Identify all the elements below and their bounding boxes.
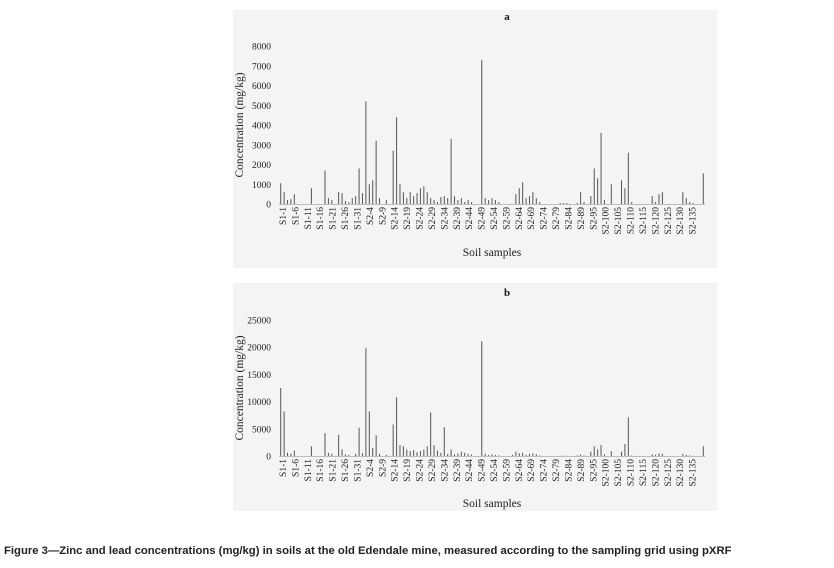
x-tick-label: S2-100	[602, 207, 612, 235]
x-tick-label: S2-9	[378, 207, 388, 225]
zinc-chart: a 0 1000 2000 3000 4000 5000 6000 7000 8000 Concen…	[234, 11, 705, 259]
x-tick-label: S2-105	[614, 459, 624, 487]
y-tick-label: 5000	[252, 425, 271, 435]
y-axis-title: Concentration (mg/kg)	[234, 72, 246, 177]
x-tick-label: S2-100	[602, 459, 612, 487]
x-tick-label: S1-16	[316, 459, 326, 482]
x-tick-label: S2-130	[676, 207, 686, 235]
x-tick-label: S2-115	[639, 207, 649, 234]
panel-label: a	[504, 11, 510, 23]
x-tick-label: S2-105	[614, 207, 624, 235]
y-tick-label: 2000	[252, 161, 271, 171]
x-tick-label: S2-59	[502, 459, 512, 482]
x-tick-label: S2-110	[627, 207, 637, 234]
y-tick-label: 0	[266, 201, 271, 211]
x-tick-label: S2-34	[440, 459, 450, 482]
x-tick-label: S2-74	[540, 207, 550, 230]
x-tick-label: S2-29	[428, 207, 438, 230]
x-tick-label: S2-64	[515, 207, 525, 230]
y-axis-title: Concentration (mg/kg)	[234, 335, 246, 440]
y-tick-label: 0	[266, 453, 271, 463]
x-tick-label: S1-16	[316, 207, 326, 230]
x-tick-label: S2-54	[490, 207, 500, 230]
x-tick-label: S2-29	[428, 459, 438, 482]
x-tick-label: S1-21	[329, 207, 339, 230]
x-tick-label: S2-24	[416, 207, 426, 230]
x-tick-label: S2-14	[391, 459, 401, 482]
x-tick-label: S1-6	[291, 207, 301, 225]
x-tick-label: S2-34	[440, 207, 450, 230]
x-tick-label: S2-89	[577, 459, 587, 482]
y-tick-label: 1000	[252, 181, 271, 191]
y-tick-label: 25000	[247, 317, 271, 327]
x-tick-label: S1-21	[329, 459, 339, 482]
x-tick-label: S2-69	[527, 207, 537, 230]
x-tick-label: S1-1	[279, 207, 289, 225]
x-tick-label: S2-49	[478, 207, 488, 230]
x-tick-label: S2-64	[515, 459, 525, 482]
x-tick-label: S2-84	[564, 459, 574, 482]
x-tick-label: S2-74	[540, 459, 550, 482]
y-tick-label: 10000	[247, 398, 271, 408]
x-tick-label: S2-135	[689, 207, 699, 235]
figure-caption: Figure 3—Zinc and lead concentrations (m…	[4, 545, 732, 557]
x-tick-label: S2-4	[366, 459, 376, 477]
y-tick-label: 3000	[252, 141, 271, 151]
lead-chart-panel: b 0 5000 10000 15000 20000 25000 Concentration …	[233, 283, 717, 511]
x-tick-label: S1-6	[291, 459, 301, 477]
zinc-chart-panel: a 0 1000 2000 3000 4000 5000 6000 7000 8000 Concen…	[233, 10, 717, 268]
x-tick-label: S2-14	[391, 207, 401, 230]
x-tick-label: S2-39	[453, 459, 463, 482]
x-tick-label: S2-89	[577, 207, 587, 230]
y-tick-label: 7000	[252, 62, 271, 72]
x-tick-label: S1-31	[353, 459, 363, 482]
panel-label: b	[504, 287, 510, 299]
x-tick-label: S1-31	[353, 207, 363, 230]
x-tick-label: S2-130	[676, 459, 686, 487]
y-tick-label: 6000	[252, 82, 271, 92]
x-tick-label: S2-19	[403, 207, 413, 230]
x-tick-label: S2-79	[552, 459, 562, 482]
x-axis-title: Soil samples	[463, 498, 522, 510]
x-tick-label: S2-95	[589, 207, 599, 230]
x-tick-label: S2-4	[366, 207, 376, 225]
x-tick-label: S2-69	[527, 459, 537, 482]
x-tick-label: S2-79	[552, 207, 562, 230]
x-tick-label: S1-11	[304, 459, 314, 482]
lead-chart: b 0 5000 10000 15000 20000 25000Concentration …	[234, 287, 705, 510]
x-tick-label: S1-1	[279, 459, 289, 477]
x-tick-label: S2-125	[664, 207, 674, 235]
y-tick-label: 8000	[252, 43, 271, 53]
x-tick-label: S2-49	[478, 459, 488, 482]
x-tick-label: S2-110	[627, 459, 637, 486]
y-tick-label: 15000	[247, 371, 271, 381]
x-tick-label: S2-59	[502, 207, 512, 230]
x-tick-label: S2-54	[490, 459, 500, 482]
x-axis-title: Soil samples	[463, 247, 522, 259]
y-tick-label: 4000	[252, 122, 271, 132]
x-tick-label: S2-95	[589, 459, 599, 482]
x-tick-label: S2-24	[416, 459, 426, 482]
x-tick-label: S2-115	[639, 459, 649, 486]
x-tick-label: S2-19	[403, 459, 413, 482]
x-tick-label: S2-44	[465, 207, 475, 230]
y-tick-label: 20000	[247, 344, 271, 354]
x-tick-label: S2-120	[651, 459, 661, 487]
x-tick-label: S2-39	[453, 207, 463, 230]
x-tick-label: S1-11	[304, 207, 314, 230]
x-tick-label: S2-84	[564, 207, 574, 230]
x-tick-label: S2-120	[651, 207, 661, 235]
x-tick-label: S2-44	[465, 459, 475, 482]
x-tick-label: S1-26	[341, 207, 351, 230]
x-tick-label: S2-125	[664, 459, 674, 487]
x-tick-label: S1-26	[341, 459, 351, 482]
x-tick-label: S2-135	[689, 459, 699, 487]
x-tick-label: S2-9	[378, 459, 388, 477]
y-tick-label: 5000	[252, 102, 271, 112]
